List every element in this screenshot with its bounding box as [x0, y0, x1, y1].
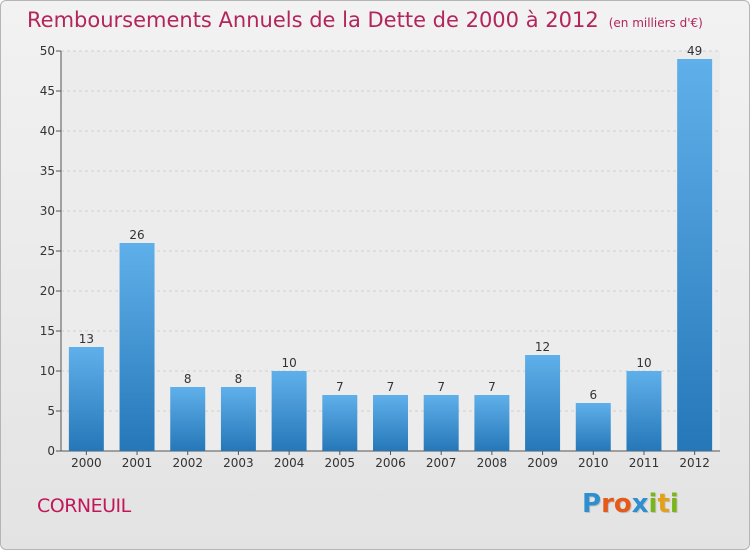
data-label-2008: 7 [488, 380, 496, 394]
bar-2011 [626, 371, 662, 451]
x-tick-label-2010: 2010 [578, 456, 609, 470]
bar-2002 [170, 387, 206, 451]
logo-letter: o [613, 489, 632, 519]
data-label-2005: 7 [336, 380, 344, 394]
bar-2007 [423, 395, 459, 451]
bar-2009 [525, 355, 561, 451]
data-label-2009: 12 [535, 340, 550, 354]
bar-2004 [271, 371, 307, 451]
logo-letter: t [657, 489, 670, 519]
x-tick-label-2012: 2012 [679, 456, 710, 470]
data-label-2006: 7 [387, 380, 395, 394]
bar-2012 [677, 59, 713, 451]
x-tick-label-2005: 2005 [325, 456, 356, 470]
chart-title: Remboursements Annuels de la Dette de 20… [27, 8, 703, 32]
data-label-2012: 49 [687, 44, 702, 58]
data-label-2000: 13 [79, 332, 94, 346]
logo-letter: r [601, 489, 614, 519]
y-tick-label: 40 [40, 124, 55, 138]
y-tick-label: 0 [47, 444, 55, 458]
x-tick-label-2000: 2000 [71, 456, 102, 470]
x-tick-label-2002: 2002 [172, 456, 203, 470]
data-label-2011: 10 [636, 356, 651, 370]
x-tick-label-2011: 2011 [629, 456, 660, 470]
data-label-2003: 8 [235, 372, 243, 386]
bar-2005 [322, 395, 358, 451]
bar-2001 [119, 243, 155, 451]
y-tick-label: 45 [40, 84, 55, 98]
x-tick-label-2004: 2004 [274, 456, 305, 470]
y-tick-label: 35 [40, 164, 55, 178]
commune-name: CORNEUIL [37, 495, 131, 517]
data-label-2007: 7 [437, 380, 445, 394]
y-tick-label: 20 [40, 284, 55, 298]
proxiti-logo: Proxiti [582, 489, 679, 519]
y-tick-label: 50 [40, 44, 55, 58]
bar-2003 [220, 387, 256, 451]
data-label-2004: 10 [281, 356, 296, 370]
data-label-2002: 8 [184, 372, 192, 386]
logo-letter: i [648, 489, 658, 519]
logo-letter: i [669, 489, 679, 519]
x-tick-label-2003: 2003 [223, 456, 254, 470]
x-tick-label-2007: 2007 [426, 456, 457, 470]
bar-2010 [575, 403, 611, 451]
y-tick-label: 5 [47, 404, 55, 418]
x-tick-label-2001: 2001 [122, 456, 153, 470]
bar-2008 [474, 395, 510, 451]
bar-2006 [373, 395, 408, 451]
data-label-2010: 6 [589, 388, 597, 402]
title-main: Remboursements Annuels de la Dette de 20… [27, 8, 599, 32]
y-tick-label: 30 [40, 204, 55, 218]
y-tick-label: 10 [40, 364, 55, 378]
x-tick-label-2008: 2008 [477, 456, 508, 470]
data-label-2001: 26 [129, 228, 144, 242]
x-tick-label-2006: 2006 [375, 456, 406, 470]
title-unit: (en milliers d'€) [608, 16, 703, 30]
logo-letter: P [582, 489, 602, 519]
bar-2000 [68, 347, 104, 451]
x-tick-label-2009: 2009 [527, 456, 558, 470]
logo-letter: x [631, 489, 649, 519]
y-tick-label: 15 [40, 324, 55, 338]
y-tick-label: 25 [40, 244, 55, 258]
